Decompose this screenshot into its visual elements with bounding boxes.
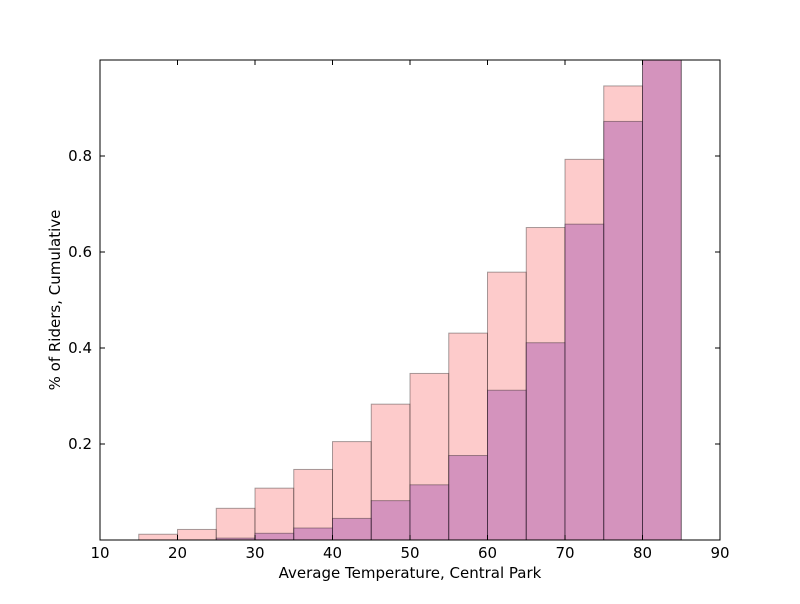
bar-series-1-bin-2: [177, 528, 217, 541]
y-tick-label-0.2: 0.2: [68, 435, 92, 453]
y-axis-label: % of Riders, Cumulative: [46, 210, 64, 391]
x-tick-label-80: 80: [633, 544, 652, 562]
y-tick-label-0.8: 0.8: [68, 147, 92, 165]
bar-series-2-bin-5: [293, 527, 333, 541]
bar-series-2-bin-12: [564, 223, 605, 541]
bars-layer: [138, 59, 682, 541]
bar-series-1-bin-4: [254, 487, 295, 541]
x-axis-label: Average Temperature, Central Park: [279, 564, 542, 582]
ticks-layer: 10 20 30 40 50 60 70 80 90 0.2 0.4 0.6 0.8: [68, 60, 730, 562]
x-tick-label-60: 60: [478, 544, 497, 562]
bar-series-1-bin-1: [138, 533, 178, 541]
x-tick-label-40: 40: [323, 544, 342, 562]
y-tick-label-0.6: 0.6: [68, 243, 92, 261]
bar-series-2-bin-11: [525, 342, 566, 541]
bar-series-2-bin-6: [332, 517, 372, 541]
bar-series-2-bin-7: [370, 500, 411, 541]
x-tick-label-50: 50: [400, 544, 419, 562]
bar-series-2-bin-8: [409, 484, 450, 541]
x-tick-label-20: 20: [168, 544, 187, 562]
x-tick-label-10: 10: [90, 544, 109, 562]
x-tick-label-70: 70: [555, 544, 574, 562]
x-tick-label-90: 90: [710, 544, 729, 562]
bar-series-1-bin-3: [215, 507, 256, 541]
y-tick-label-0.4: 0.4: [68, 339, 92, 357]
bar-series-2-bin-10: [487, 389, 527, 541]
bar-series-2-bin-9: [448, 455, 488, 541]
bar-series-2-bin-13: [603, 120, 643, 541]
bar-series-2-bin-14: [642, 59, 682, 541]
x-tick-label-30: 30: [245, 544, 264, 562]
bar-series-2-bin-4: [254, 532, 295, 541]
